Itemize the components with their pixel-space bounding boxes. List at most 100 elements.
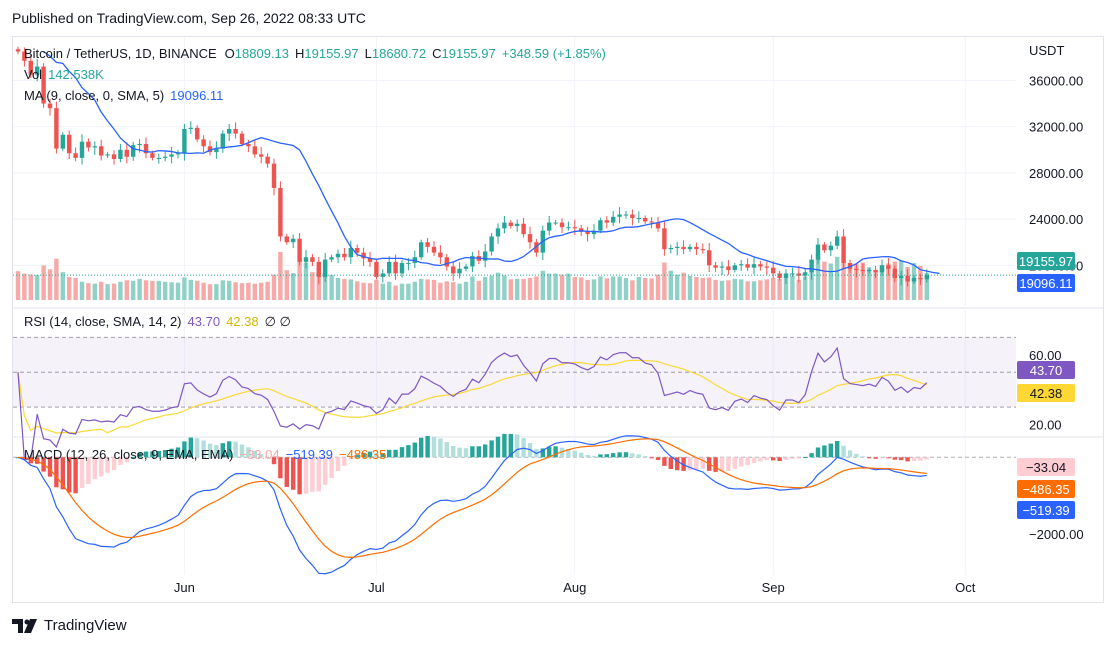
volume-bar bbox=[438, 282, 443, 300]
candle-body bbox=[35, 66, 40, 75]
candle-body bbox=[137, 144, 142, 146]
macd-histogram-bar bbox=[924, 457, 929, 460]
candle-body bbox=[271, 163, 277, 188]
macd-histogram-bar bbox=[649, 457, 654, 459]
candle-body bbox=[719, 266, 725, 268]
macd-histogram-bar bbox=[591, 455, 597, 458]
macd-hist-badge: −33.04 bbox=[1026, 460, 1066, 475]
candle-body bbox=[630, 214, 635, 218]
volume-bar bbox=[380, 283, 385, 300]
macd-histogram-bar bbox=[611, 453, 616, 458]
macd-histogram-bar bbox=[188, 437, 193, 458]
candle-body bbox=[751, 264, 757, 268]
macd-histogram-bar bbox=[67, 457, 72, 493]
volume-bar bbox=[227, 280, 232, 300]
macd-histogram-bar bbox=[777, 457, 782, 462]
volume-bar bbox=[726, 280, 731, 300]
volume-bar bbox=[143, 280, 149, 300]
candle-body bbox=[662, 228, 667, 250]
volume-bar bbox=[777, 278, 782, 300]
macd-value-badge: −519.39 bbox=[1022, 503, 1069, 518]
macd-histogram-bar bbox=[745, 457, 750, 466]
time-axis-label: Jun bbox=[174, 580, 195, 595]
candle-body bbox=[854, 268, 859, 270]
candle-body bbox=[73, 153, 78, 158]
volume-bar bbox=[323, 272, 328, 300]
rsi-ma-value: 42.38 bbox=[226, 314, 259, 329]
macd-histogram-bar bbox=[803, 456, 808, 458]
volume-bar bbox=[470, 276, 475, 300]
volume-bar bbox=[713, 279, 718, 300]
price-tick-label: 28000.00 bbox=[1029, 166, 1083, 181]
macd-histogram-bar bbox=[278, 457, 283, 479]
volume-bar bbox=[73, 277, 78, 300]
macd-histogram-bar bbox=[483, 444, 488, 458]
macd-histogram-bar bbox=[572, 450, 577, 458]
macd-histogram-bar bbox=[495, 436, 501, 458]
volume-bar bbox=[534, 276, 539, 300]
macd-histogram-bar bbox=[899, 457, 904, 461]
volume-bar bbox=[879, 264, 885, 300]
brand-name: TradingView bbox=[44, 617, 127, 634]
candle-body bbox=[867, 269, 872, 272]
candle-body bbox=[521, 223, 526, 235]
candle-body bbox=[559, 222, 565, 228]
candle-body bbox=[131, 145, 136, 157]
macd-histogram-bar bbox=[771, 457, 776, 461]
volume-bar bbox=[41, 265, 46, 300]
macd-histogram-bar bbox=[886, 457, 891, 459]
macd-histogram-bar bbox=[764, 457, 769, 461]
candle-body bbox=[809, 259, 814, 273]
macd-histogram-bar bbox=[412, 442, 417, 458]
volume-bar bbox=[35, 275, 40, 300]
candle-body bbox=[15, 49, 21, 52]
macd-histogram-bar bbox=[118, 457, 123, 465]
change-value: +348.59 (+1.85%) bbox=[501, 46, 606, 61]
macd-histogram-bar bbox=[809, 453, 814, 458]
macd-histogram-bar bbox=[694, 457, 699, 470]
candle-body bbox=[214, 148, 219, 153]
symbol-title: Bitcoin / TetherUS, 1D, BINANCE bbox=[24, 46, 217, 61]
candle-body bbox=[393, 261, 398, 274]
volume-legend: Vol 142.538K bbox=[24, 67, 110, 82]
volume-bar bbox=[867, 267, 872, 300]
volume-bar bbox=[636, 276, 641, 300]
candle-body bbox=[406, 263, 411, 265]
volume-bar bbox=[105, 284, 110, 300]
macd-histogram-bar bbox=[182, 441, 187, 458]
macd-histogram-bar bbox=[150, 451, 155, 458]
candle-body bbox=[508, 222, 513, 227]
macd-histogram-bar bbox=[431, 436, 437, 458]
volume-bar bbox=[265, 281, 270, 300]
macd-histogram-bar bbox=[828, 443, 833, 458]
macd-histogram-bar bbox=[758, 457, 763, 462]
candle-body bbox=[278, 187, 283, 237]
volume-bar bbox=[335, 277, 341, 300]
macd-histogram-bar bbox=[463, 448, 469, 458]
candle-body bbox=[60, 134, 65, 149]
volume-bar bbox=[348, 279, 353, 300]
volume-bar bbox=[239, 283, 245, 300]
macd-histogram-bar bbox=[457, 447, 462, 458]
candle-body bbox=[713, 265, 718, 268]
volume-bar bbox=[367, 283, 373, 300]
candle-body bbox=[675, 246, 680, 248]
candle-body bbox=[297, 238, 302, 262]
volume-bar bbox=[233, 282, 238, 300]
volume-bar bbox=[361, 282, 366, 300]
candle-body bbox=[879, 265, 885, 273]
volume-bar bbox=[412, 281, 417, 300]
volume-bar bbox=[828, 263, 833, 300]
volume-bar bbox=[841, 261, 846, 300]
candle-body bbox=[41, 66, 46, 104]
candle-body bbox=[527, 234, 533, 243]
macd-histogram-bar bbox=[732, 457, 737, 469]
macd-histogram-bar bbox=[662, 457, 667, 466]
tradingview-brand[interactable]: TradingView bbox=[12, 617, 127, 634]
ma-price-badge: 19096.11 bbox=[1019, 276, 1072, 291]
candle-body bbox=[611, 216, 616, 223]
volume-bar bbox=[924, 273, 929, 300]
candle-body bbox=[175, 153, 181, 155]
rsi-tick-label: 60.00 bbox=[1029, 348, 1062, 363]
